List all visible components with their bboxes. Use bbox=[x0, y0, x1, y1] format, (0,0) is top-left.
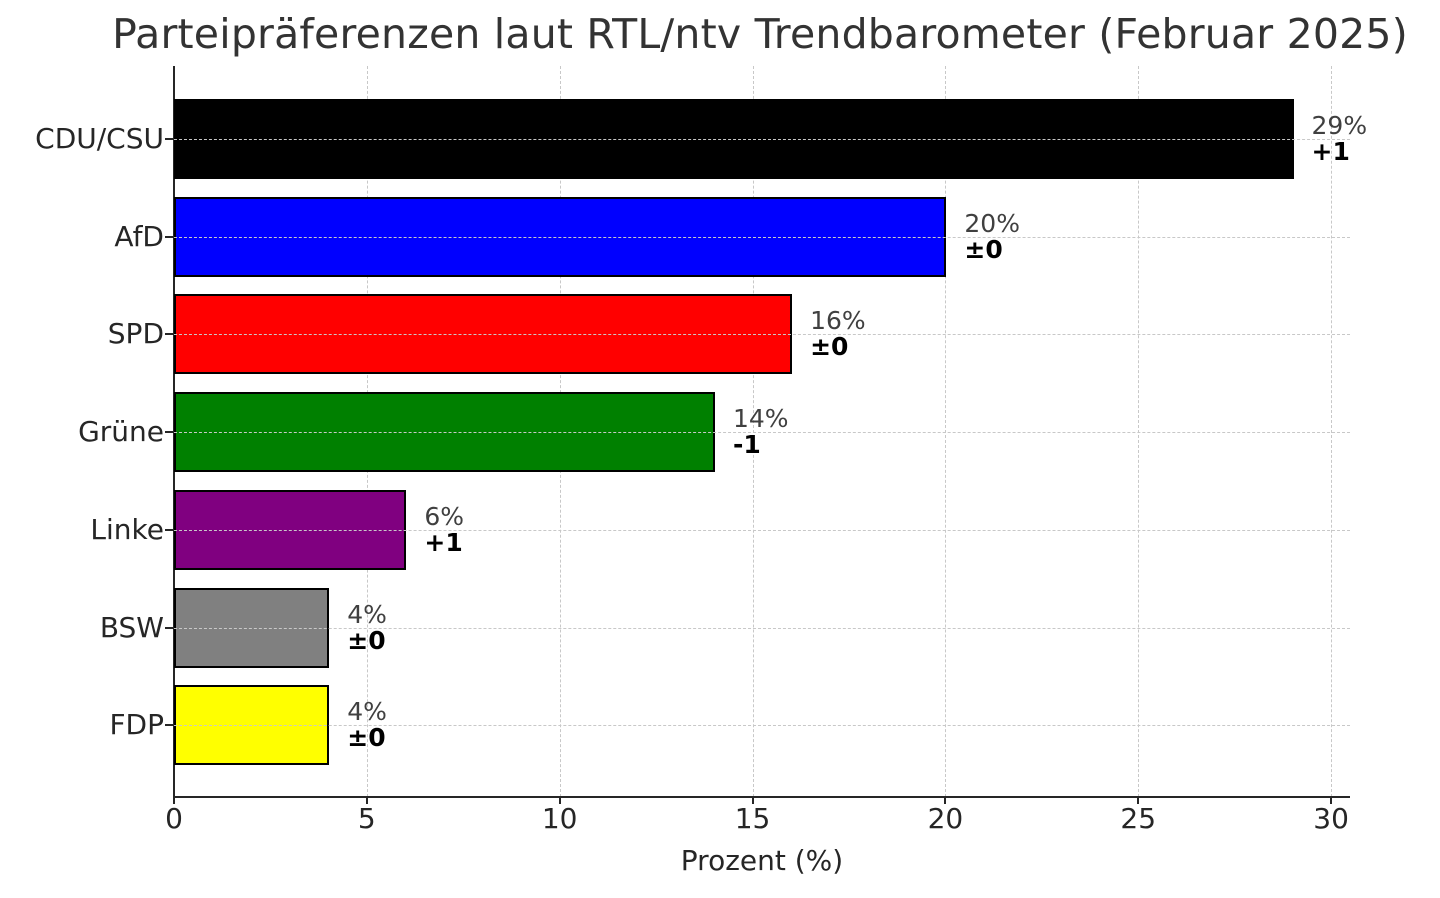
x-tick-mark bbox=[173, 796, 175, 804]
y-tick-mark bbox=[165, 431, 173, 434]
value-label: 4% ±0 bbox=[347, 699, 387, 751]
y-tick-mark bbox=[165, 724, 173, 727]
y-tick-label: SPD bbox=[107, 317, 164, 351]
y-tick-mark bbox=[165, 333, 173, 336]
value-percent: 4% bbox=[347, 599, 387, 629]
value-percent: 14% bbox=[732, 404, 789, 434]
value-label: 14% -1 bbox=[733, 406, 789, 458]
x-gridline bbox=[1138, 66, 1140, 797]
value-label: 4% ±0 bbox=[347, 599, 387, 655]
x-gridline bbox=[752, 66, 754, 797]
value-change: ±0 bbox=[347, 625, 386, 655]
x-tick-mark bbox=[944, 796, 947, 804]
x-axis-label: Prozent (%) bbox=[680, 844, 844, 877]
value-change: ±0 bbox=[964, 234, 1003, 264]
y-tick-mark bbox=[165, 528, 173, 531]
y-tick-mark bbox=[165, 626, 173, 629]
value-change: +1 bbox=[424, 527, 463, 557]
value-percent: 6% bbox=[424, 501, 465, 531]
chart-title: Parteipräferenzen laut RTL/ntv Trendbaro… bbox=[112, 10, 1408, 58]
y-tick-label: AfD bbox=[114, 219, 164, 253]
value-percent: 4% bbox=[347, 697, 387, 727]
y-gridline bbox=[174, 529, 1350, 531]
value-percent: 16% bbox=[810, 306, 866, 336]
value-label: 16% ±0 bbox=[810, 308, 866, 360]
y-gridline bbox=[174, 139, 1350, 140]
x-tick-mark bbox=[558, 796, 561, 804]
y-gridline bbox=[174, 725, 1350, 727]
value-change: ±0 bbox=[347, 723, 386, 753]
y-gridline bbox=[174, 627, 1350, 629]
value-change: +1 bbox=[1311, 137, 1350, 166]
value-change: -1 bbox=[732, 430, 761, 460]
x-tick-mark bbox=[365, 796, 368, 804]
x-gridline bbox=[945, 66, 947, 797]
value-percent: 29% bbox=[1311, 111, 1368, 140]
y-tick-mark bbox=[165, 235, 173, 238]
value-label: 20% ±0 bbox=[964, 208, 1020, 264]
value-label: 29% +1 bbox=[1312, 113, 1368, 165]
x-tick-label: 0 bbox=[165, 802, 183, 835]
y-tick-label: FDP bbox=[109, 708, 164, 742]
y-tick-mark bbox=[165, 138, 173, 140]
plot-area: 0 5 10 15 20 25 30 CDU/CSU 29% +1 AfD 20% ±0 SPD 16% ±0… bbox=[35, 66, 1367, 835]
x-tick-label: 10 bbox=[541, 802, 578, 835]
value-label: 6% +1 bbox=[424, 501, 465, 557]
x-tick-mark bbox=[751, 796, 754, 804]
x-gridline bbox=[1331, 66, 1333, 797]
x-tick-label: 20 bbox=[927, 802, 964, 835]
x-axis-spine bbox=[173, 796, 1350, 798]
x-tick-label: 15 bbox=[734, 802, 771, 835]
x-tick-label: 30 bbox=[1313, 802, 1349, 835]
x-tick-mark bbox=[1137, 796, 1140, 804]
x-tick-label: 25 bbox=[1120, 802, 1157, 835]
y-gridline bbox=[174, 236, 1350, 238]
y-tick-label: Linke bbox=[90, 512, 164, 546]
y-gridline bbox=[174, 334, 1350, 336]
x-tick-label: 5 bbox=[357, 802, 376, 835]
y-tick-label: Grüne bbox=[78, 415, 164, 449]
x-tick-mark bbox=[1330, 796, 1333, 804]
y-tick-label: BSW bbox=[99, 610, 164, 644]
value-percent: 20% bbox=[964, 208, 1020, 238]
y-gridline bbox=[174, 432, 1350, 434]
value-change: ±0 bbox=[810, 332, 849, 362]
y-tick-label: CDU/CSU bbox=[35, 122, 164, 155]
